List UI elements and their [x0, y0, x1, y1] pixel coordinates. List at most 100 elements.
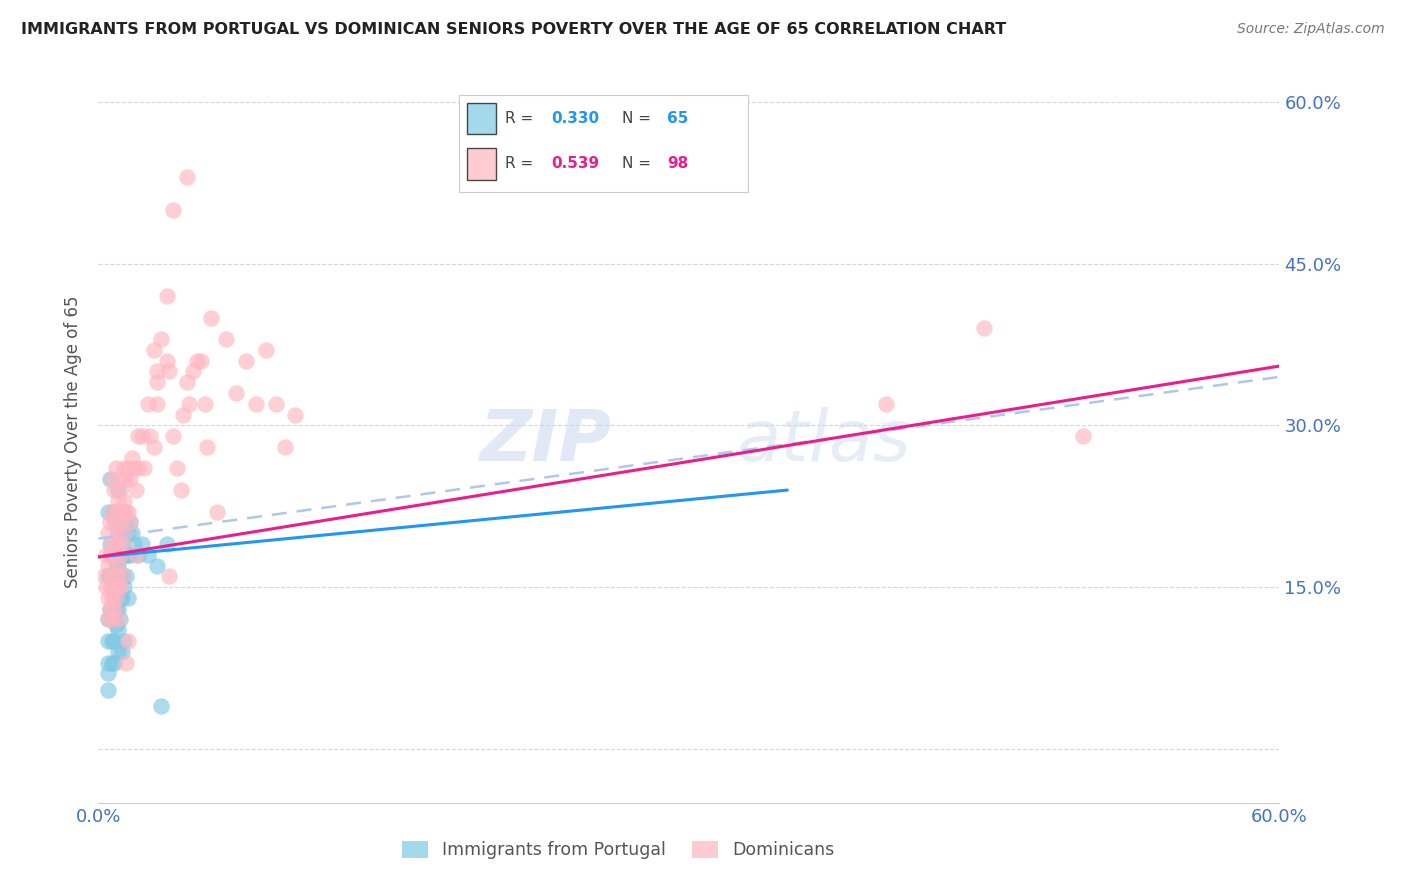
Point: [125, 548, 148, 562]
Point: [105, 601, 128, 615]
Point: [103, 516, 125, 530]
Point: [875, 397, 897, 411]
Point: [111, 645, 134, 659]
Point: [112, 634, 135, 648]
Point: [96, 548, 118, 562]
Point: [162, 202, 184, 217]
Point: [111, 591, 134, 605]
Point: [101, 656, 124, 670]
Point: [103, 591, 125, 605]
Point: [101, 472, 124, 486]
Text: atlas: atlas: [737, 407, 911, 476]
Point: [107, 580, 129, 594]
Point: [97, 682, 120, 697]
Point: [111, 569, 134, 583]
Point: [157, 569, 180, 583]
Point: [101, 548, 124, 562]
Point: [170, 483, 193, 497]
Point: [115, 548, 138, 562]
Point: [200, 310, 222, 325]
Point: [264, 397, 287, 411]
Point: [101, 505, 124, 519]
Text: IMMIGRANTS FROM PORTUGAL VS DOMINICAN SENIORS POVERTY OVER THE AGE OF 65 CORRELA: IMMIGRANTS FROM PORTUGAL VS DOMINICAN SE…: [21, 22, 1007, 37]
Point: [105, 591, 128, 605]
Point: [111, 569, 134, 583]
Point: [108, 548, 131, 562]
Point: [103, 656, 125, 670]
Point: [176, 376, 198, 390]
Point: [103, 634, 125, 648]
Point: [111, 472, 134, 486]
Point: [98, 472, 121, 486]
Point: [215, 332, 238, 346]
Point: [973, 321, 995, 335]
Point: [97, 612, 120, 626]
Point: [132, 461, 155, 475]
Point: [105, 461, 128, 475]
Point: [98, 601, 121, 615]
Point: [118, 516, 141, 530]
Point: [105, 618, 128, 632]
Point: [150, 332, 173, 346]
Point: [127, 429, 149, 443]
Point: [245, 397, 267, 411]
Point: [118, 516, 141, 530]
Point: [98, 537, 121, 551]
Point: [105, 537, 128, 551]
Point: [101, 569, 124, 583]
Point: [117, 526, 139, 541]
Point: [105, 516, 128, 530]
Point: [97, 569, 120, 583]
Point: [98, 516, 121, 530]
Point: [97, 666, 120, 681]
Point: [103, 483, 125, 497]
Point: [107, 558, 129, 573]
Point: [101, 634, 124, 648]
Point: [1071, 429, 1094, 443]
Point: [225, 386, 247, 401]
Point: [105, 580, 128, 594]
Point: [122, 537, 145, 551]
Point: [107, 558, 129, 573]
Point: [108, 612, 131, 626]
Point: [146, 364, 169, 378]
Point: [274, 440, 297, 454]
Point: [166, 461, 188, 475]
Point: [96, 580, 118, 594]
Point: [194, 397, 217, 411]
Point: [186, 353, 208, 368]
Point: [97, 591, 120, 605]
Point: [156, 353, 179, 368]
Point: [103, 601, 125, 615]
Point: [108, 591, 131, 605]
Point: [98, 601, 121, 615]
Point: [101, 612, 124, 626]
Point: [127, 548, 149, 562]
Point: [136, 548, 159, 562]
Point: [254, 343, 277, 357]
Point: [108, 516, 131, 530]
Point: [115, 569, 138, 583]
Point: [235, 353, 257, 368]
Point: [97, 656, 120, 670]
Point: [127, 461, 149, 475]
Point: [101, 537, 124, 551]
Point: [177, 397, 200, 411]
Point: [108, 516, 131, 530]
Point: [117, 591, 139, 605]
Point: [150, 698, 173, 713]
Point: [181, 364, 204, 378]
Point: [112, 526, 135, 541]
Point: [103, 580, 125, 594]
Point: [146, 397, 169, 411]
Point: [112, 580, 135, 594]
Point: [131, 429, 153, 443]
Point: [117, 634, 139, 648]
Point: [172, 408, 194, 422]
Point: [195, 440, 218, 454]
Point: [205, 505, 228, 519]
Point: [103, 505, 125, 519]
Point: [121, 526, 143, 541]
Point: [107, 580, 129, 594]
Point: [97, 558, 120, 573]
